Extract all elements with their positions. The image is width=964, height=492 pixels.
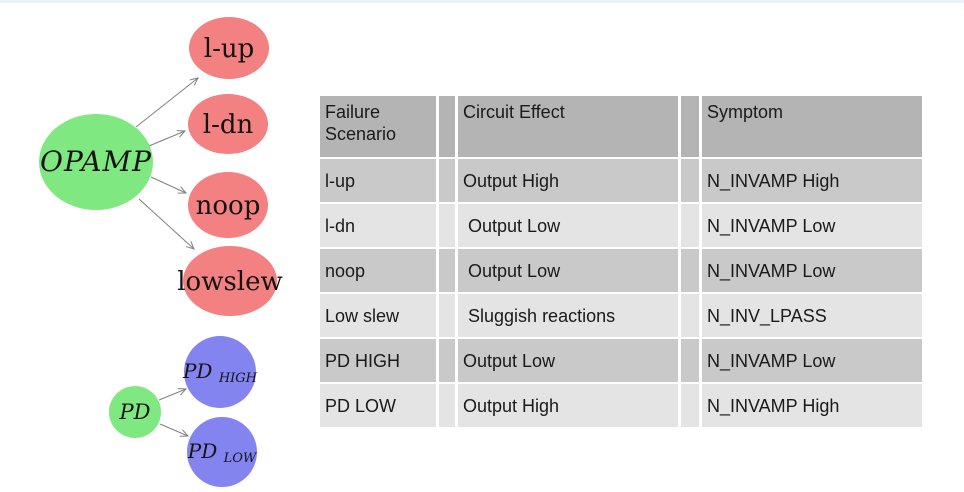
cell-scenario: noop	[320, 249, 436, 292]
spacer-cell	[439, 249, 455, 292]
spacer-cell	[439, 294, 455, 337]
window-top-edge	[0, 0, 964, 3]
spacer-cell	[439, 159, 455, 202]
spacer-cell	[681, 384, 699, 427]
cell-effect: Sluggish reactions	[458, 294, 678, 337]
cell-symptom: N_INVAMP High	[702, 159, 922, 202]
cell-effect: Output Low	[458, 339, 678, 382]
node-noop-label: noop	[196, 191, 261, 221]
node-l-dn-label: l-dn	[203, 110, 254, 140]
node-lowslew-label: lowslew	[177, 267, 283, 297]
spacer-cell	[439, 339, 455, 382]
cell-scenario: l-up	[320, 159, 436, 202]
cell-symptom: N_INVAMP Low	[702, 204, 922, 247]
node-opamp-label: OPAMP	[40, 145, 152, 178]
node-l-dn	[188, 94, 268, 154]
node-pd-high-label-main: PD	[182, 359, 213, 383]
spacer-cell	[439, 384, 455, 427]
edge-pd-to-pd-high	[158, 388, 188, 401]
header-failure-scenario: Failure Scenario	[320, 96, 436, 157]
spacer-cell	[681, 294, 699, 337]
cell-scenario: l-dn	[320, 204, 436, 247]
edge-opamp-to-l-dn	[148, 130, 187, 147]
cell-scenario: PD HIGH	[320, 339, 436, 382]
cell-symptom: N_INVAMP Low	[702, 249, 922, 292]
opamp-tree-edges	[135, 77, 199, 250]
spacer-cell	[681, 159, 699, 202]
cell-symptom: N_INVAMP Low	[702, 339, 922, 382]
cell-effect: Output High	[458, 159, 678, 202]
spacer-cell	[681, 249, 699, 292]
node-pd-low	[187, 417, 257, 487]
header-circuit-effect: Circuit Effect	[458, 96, 678, 157]
node-opamp	[39, 114, 153, 210]
node-pd-high-label: PD HIGH	[182, 359, 258, 386]
spacer-cell	[439, 204, 455, 247]
node-lowslew	[183, 246, 277, 316]
cell-symptom: N_INVAMP High	[702, 384, 922, 427]
edge-opamp-to-lowslew	[138, 198, 195, 250]
table-row: PD HIGH Output Low N_INVAMP Low	[320, 339, 922, 382]
table-row: PD LOW Output High N_INVAMP High	[320, 384, 922, 427]
node-pd-label: PD	[119, 400, 151, 424]
table-header-row: Failure Scenario Circuit Effect Symptom	[320, 96, 922, 157]
cell-scenario: Low slew	[320, 294, 436, 337]
node-pd-high-label-subscript: HIGH	[218, 371, 258, 386]
node-pd-low-label-subscript: LOW	[223, 451, 258, 466]
table-row: Low slew Sluggish reactions N_INV_LPASS	[320, 294, 922, 337]
cell-effect: Output Low	[458, 249, 678, 292]
failure-table: Failure Scenario Circuit Effect Symptom …	[317, 94, 925, 429]
table-row: l-dn Output Low N_INVAMP Low	[320, 204, 922, 247]
header-spacer-cell	[681, 96, 699, 157]
cell-effect: Output Low	[458, 204, 678, 247]
cell-symptom: N_INV_LPASS	[702, 294, 922, 337]
edge-pd-to-pd-low	[159, 423, 190, 437]
pd-tree-edges	[158, 388, 190, 437]
node-pd-low-label: PD LOW	[187, 439, 258, 466]
spacer-cell	[681, 339, 699, 382]
table-row: l-up Output High N_INVAMP High	[320, 159, 922, 202]
cell-effect: Output High	[458, 384, 678, 427]
node-pd-low-label-main: PD	[187, 439, 218, 463]
cell-scenario: PD LOW	[320, 384, 436, 427]
table-row: noop Output Low N_INVAMP Low	[320, 249, 922, 292]
header-spacer-cell	[439, 96, 455, 157]
failure-mode-diagram: OPAMP l-up l-dn noop lowslew PD PD HIGH …	[39, 17, 283, 487]
edge-opamp-to-noop	[150, 176, 188, 194]
node-l-up-label: l-up	[204, 34, 255, 64]
node-noop	[188, 172, 268, 238]
spacer-cell	[681, 204, 699, 247]
node-l-up	[189, 17, 269, 79]
node-pd	[109, 386, 161, 438]
header-symptom: Symptom	[702, 96, 922, 157]
node-pd-high	[184, 336, 256, 408]
edge-opamp-to-l-up	[135, 77, 199, 128]
